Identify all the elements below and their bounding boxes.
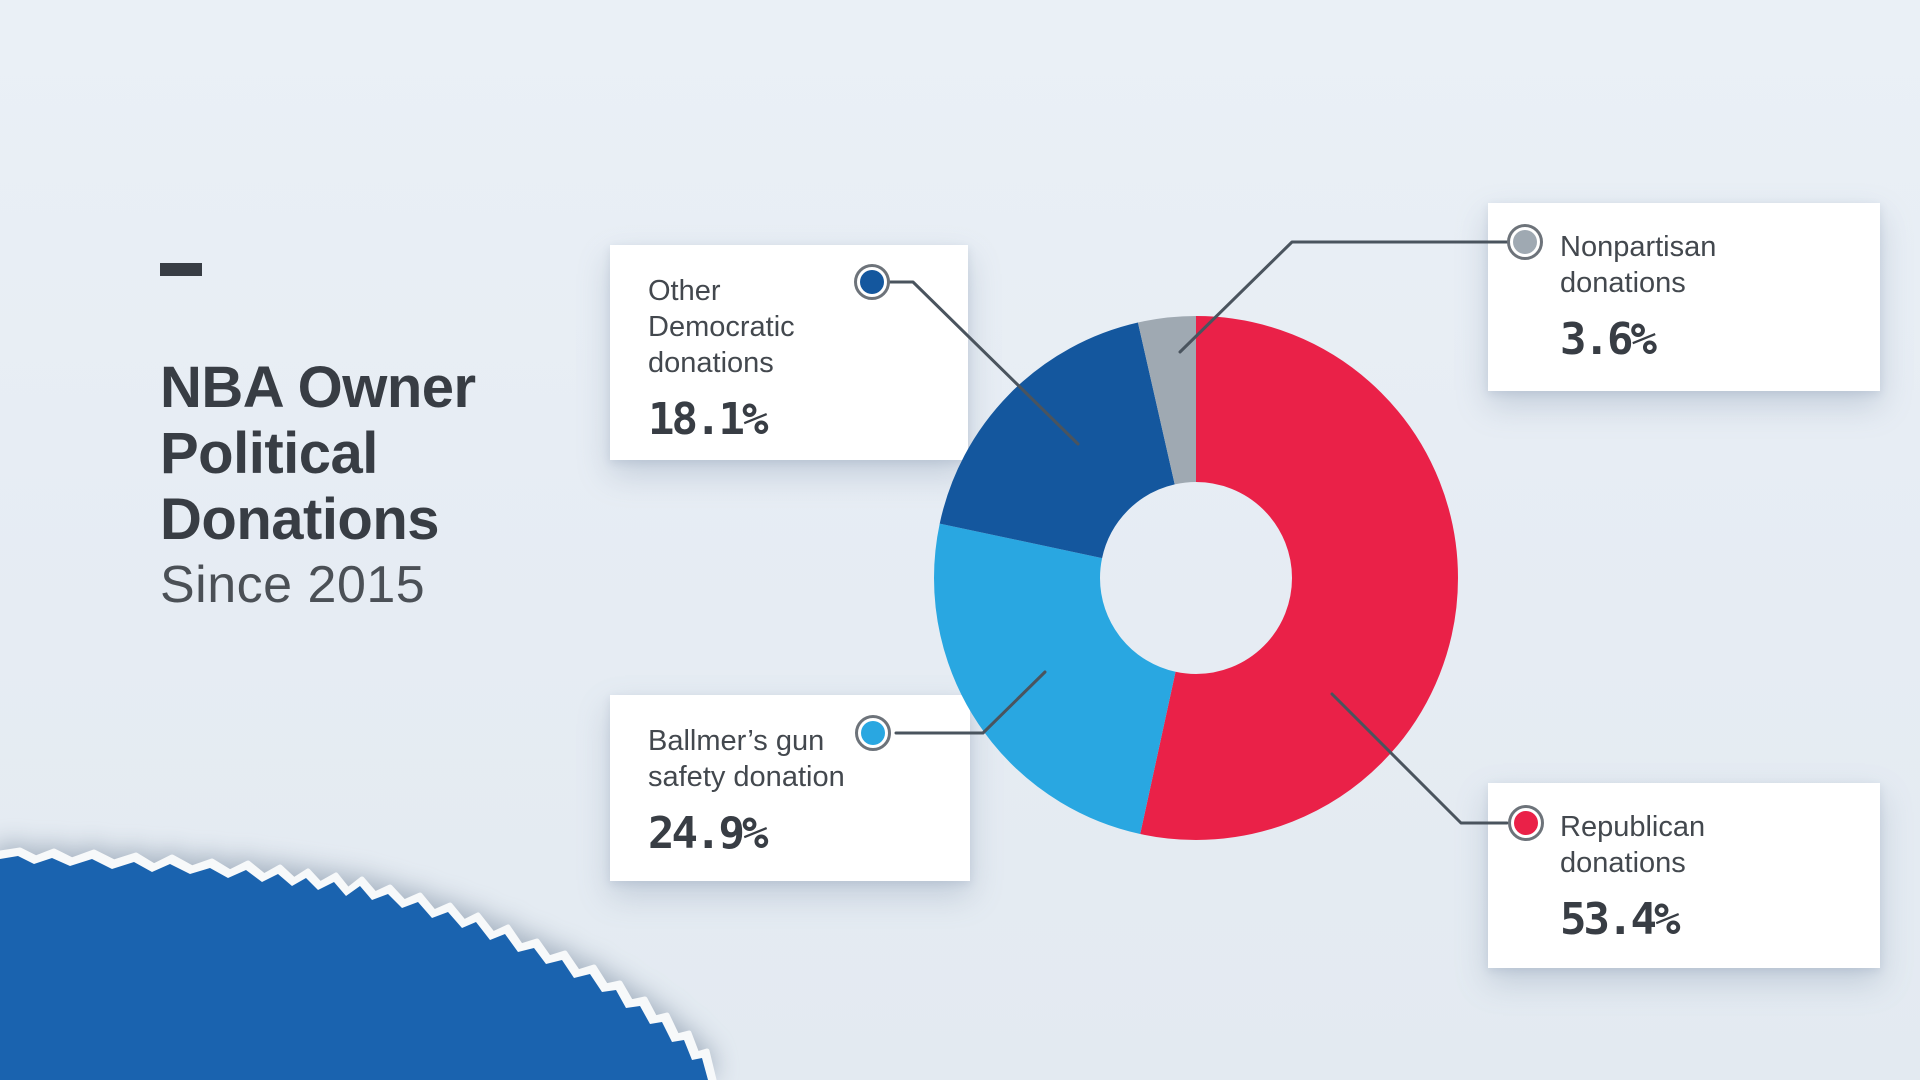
callout-value: 3.6% (1560, 314, 1657, 365)
marker-republican (1508, 805, 1544, 841)
callout-label-line: Republican (1560, 811, 1706, 843)
torn-paper-white-fringe (0, 847, 717, 1080)
callout-label: Other Democratic donations (648, 273, 948, 381)
torn-paper-blue (0, 856, 708, 1080)
callout-label-line: donations (1560, 267, 1686, 299)
callout-card-nonpartisan: Nonpartisan donations 3.6% (1488, 203, 1880, 391)
donut-slice-3 (934, 316, 1458, 840)
callout-card-republican: Republican donations 53.4% (1488, 783, 1880, 968)
chart-title-line3: Donations (160, 487, 440, 552)
callout-label-line: donations (1560, 847, 1686, 879)
marker-dot (1514, 811, 1538, 835)
marker-dot (860, 270, 884, 294)
title-block: NBA Owner Political Donations Since 2015 (160, 263, 476, 615)
donut-slice-2 (934, 316, 1458, 840)
callout-card-ballmer: Ballmer’s gun safety donation 24.9% (610, 695, 970, 881)
callout-label: Nonpartisan donations (1560, 229, 1860, 301)
callout-value: 18.1% (648, 394, 768, 445)
chart-title: NBA Owner Political Donations (160, 355, 476, 553)
chart-title-line1: NBA Owner (160, 355, 476, 420)
callout-label: Ballmer’s gun safety donation (648, 723, 950, 795)
callout-label-line: Ballmer’s gun (648, 725, 825, 757)
callout-label-line: Nonpartisan (1560, 231, 1717, 263)
callout-card-other-democratic: Other Democratic donations 18.1% (610, 245, 968, 460)
callout-label-line: Democratic (648, 311, 795, 343)
callout-label-line: Other (648, 275, 721, 307)
connector-republican (1330, 692, 1509, 825)
marker-other-democratic (854, 264, 890, 300)
callout-value: 53.4% (1560, 894, 1680, 945)
marker-nonpartisan (1507, 224, 1543, 260)
marker-dot (861, 721, 885, 745)
chart-title-line2: Political (160, 421, 378, 486)
callout-label-line: donations (648, 347, 774, 379)
donut-slice-0 (934, 316, 1458, 840)
donut-chart (934, 316, 1458, 840)
connector-nonpartisan (1178, 240, 1509, 354)
donut-slice-1 (934, 316, 1458, 840)
chart-subtitle: Since 2015 (160, 556, 426, 614)
callout-value: 24.9% (648, 808, 768, 859)
title-dash-decoration (160, 263, 202, 276)
callout-label-line: safety donation (648, 761, 845, 793)
marker-dot (1513, 230, 1537, 254)
marker-ballmer (855, 715, 891, 751)
connector-lines (888, 240, 1509, 825)
callout-label: Republican donations (1560, 809, 1860, 881)
